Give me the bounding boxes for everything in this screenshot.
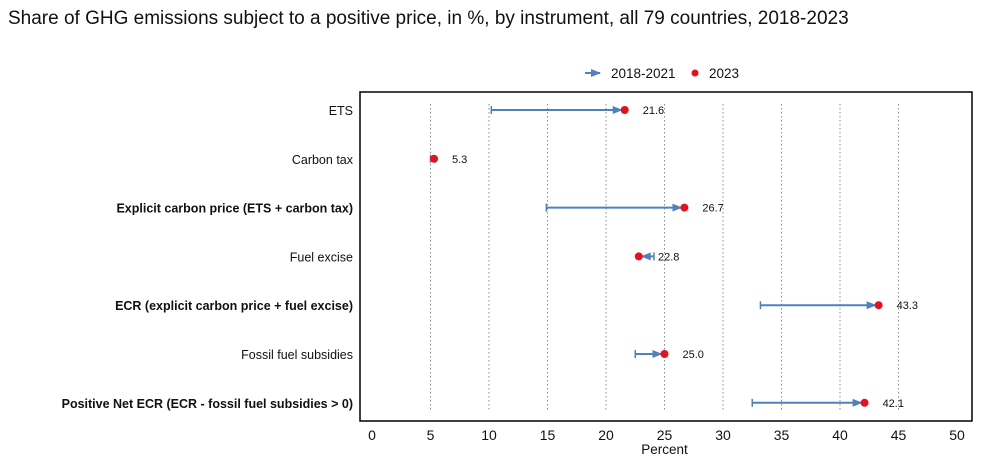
- data-label: 26.7: [702, 203, 723, 215]
- x-tick-label: 30: [715, 427, 731, 443]
- x-tick-label: 15: [540, 427, 556, 443]
- legend-label: 2018-2021: [611, 66, 676, 81]
- point-2023: [660, 350, 669, 358]
- data-label: 42.1: [883, 398, 904, 410]
- data-label: 21.6: [643, 105, 664, 117]
- x-tick-label: 0: [368, 427, 376, 443]
- category-label: ETS: [329, 104, 353, 118]
- data-label: 43.3: [897, 300, 918, 312]
- point-2023: [634, 252, 643, 261]
- plot-frame: [359, 91, 973, 422]
- legend-label: 2023: [709, 66, 739, 81]
- point-2023: [874, 301, 883, 310]
- data-label: 5.3: [452, 154, 467, 166]
- x-tick-label: 20: [598, 427, 614, 443]
- x-tick-label: 25: [657, 427, 673, 443]
- point-2023: [620, 106, 629, 114]
- x-tick-label: 45: [891, 427, 907, 443]
- category-label: Carbon tax: [292, 153, 354, 167]
- point-2023: [430, 154, 439, 163]
- x-tick-label: 35: [774, 427, 790, 443]
- data-label: 25.0: [683, 349, 704, 361]
- category-label: Positive Net ECR (ECR - fossil fuel subs…: [62, 397, 353, 411]
- data-label: 22.8: [658, 251, 679, 263]
- legend-point: [691, 69, 699, 77]
- point-2023: [860, 398, 869, 407]
- x-tick-label: 5: [427, 427, 435, 443]
- category-label: ECR (explicit carbon price + fuel excise…: [115, 299, 353, 313]
- x-tick-label: 40: [832, 427, 848, 443]
- chart-title: Share of GHG emissions subject to a posi…: [8, 8, 849, 29]
- x-tick-label: 50: [949, 427, 965, 443]
- x-tick-label: 10: [481, 427, 497, 443]
- point-2023: [680, 203, 689, 212]
- category-label: Fossil fuel subsidies: [241, 348, 353, 362]
- category-label: Explicit carbon price (ETS + carbon tax): [116, 202, 353, 216]
- x-axis-label: Percent: [641, 442, 688, 457]
- category-label: Fuel excise: [290, 250, 353, 264]
